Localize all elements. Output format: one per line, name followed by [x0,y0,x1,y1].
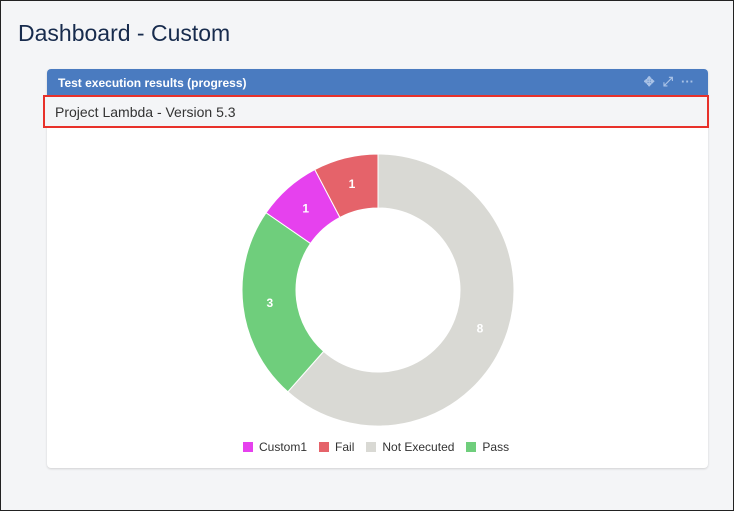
data-label: 1 [349,177,356,191]
more-icon[interactable]: ··· [681,74,694,89]
data-label: 3 [266,296,273,310]
data-label: 1 [302,201,309,215]
slice-fail[interactable] [314,153,379,219]
panel-header: Test execution results (progress) ✥ ⤢ ··… [47,69,708,95]
page-title: Dashboard - Custom [18,20,231,46]
chart-legend: Custom1 Fail Not Executed Pass [243,440,509,454]
expand-icon[interactable]: ⤢ [662,74,673,89]
gadget-panel: Test execution results (progress) ✥ ⤢ ··… [43,69,709,468]
panel-subtitle: Project Lambda - Version 5.3 [43,95,709,128]
legend-label: Custom1 [259,440,308,454]
legend-swatch [366,442,377,452]
legend-item[interactable]: Fail [319,440,354,454]
legend-label: Fail [335,440,355,454]
donut-chart: 8 3 1 1 [241,153,515,427]
legend-label: Pass [482,440,510,454]
legend-label: Not Executed [382,440,455,454]
move-icon[interactable]: ✥ [643,74,655,89]
data-label: 8 [477,322,484,336]
legend-item[interactable]: Not Executed [366,440,454,454]
legend-swatch [243,442,253,452]
legend-swatch [319,442,330,452]
legend-swatch [466,442,477,452]
legend-item[interactable]: Custom1 [243,440,307,454]
slice-not-executed[interactable] [287,153,515,427]
slice-pass[interactable] [241,212,325,393]
panel-title: Test execution results (progress) [58,76,247,90]
legend-item[interactable]: Pass [466,440,509,454]
